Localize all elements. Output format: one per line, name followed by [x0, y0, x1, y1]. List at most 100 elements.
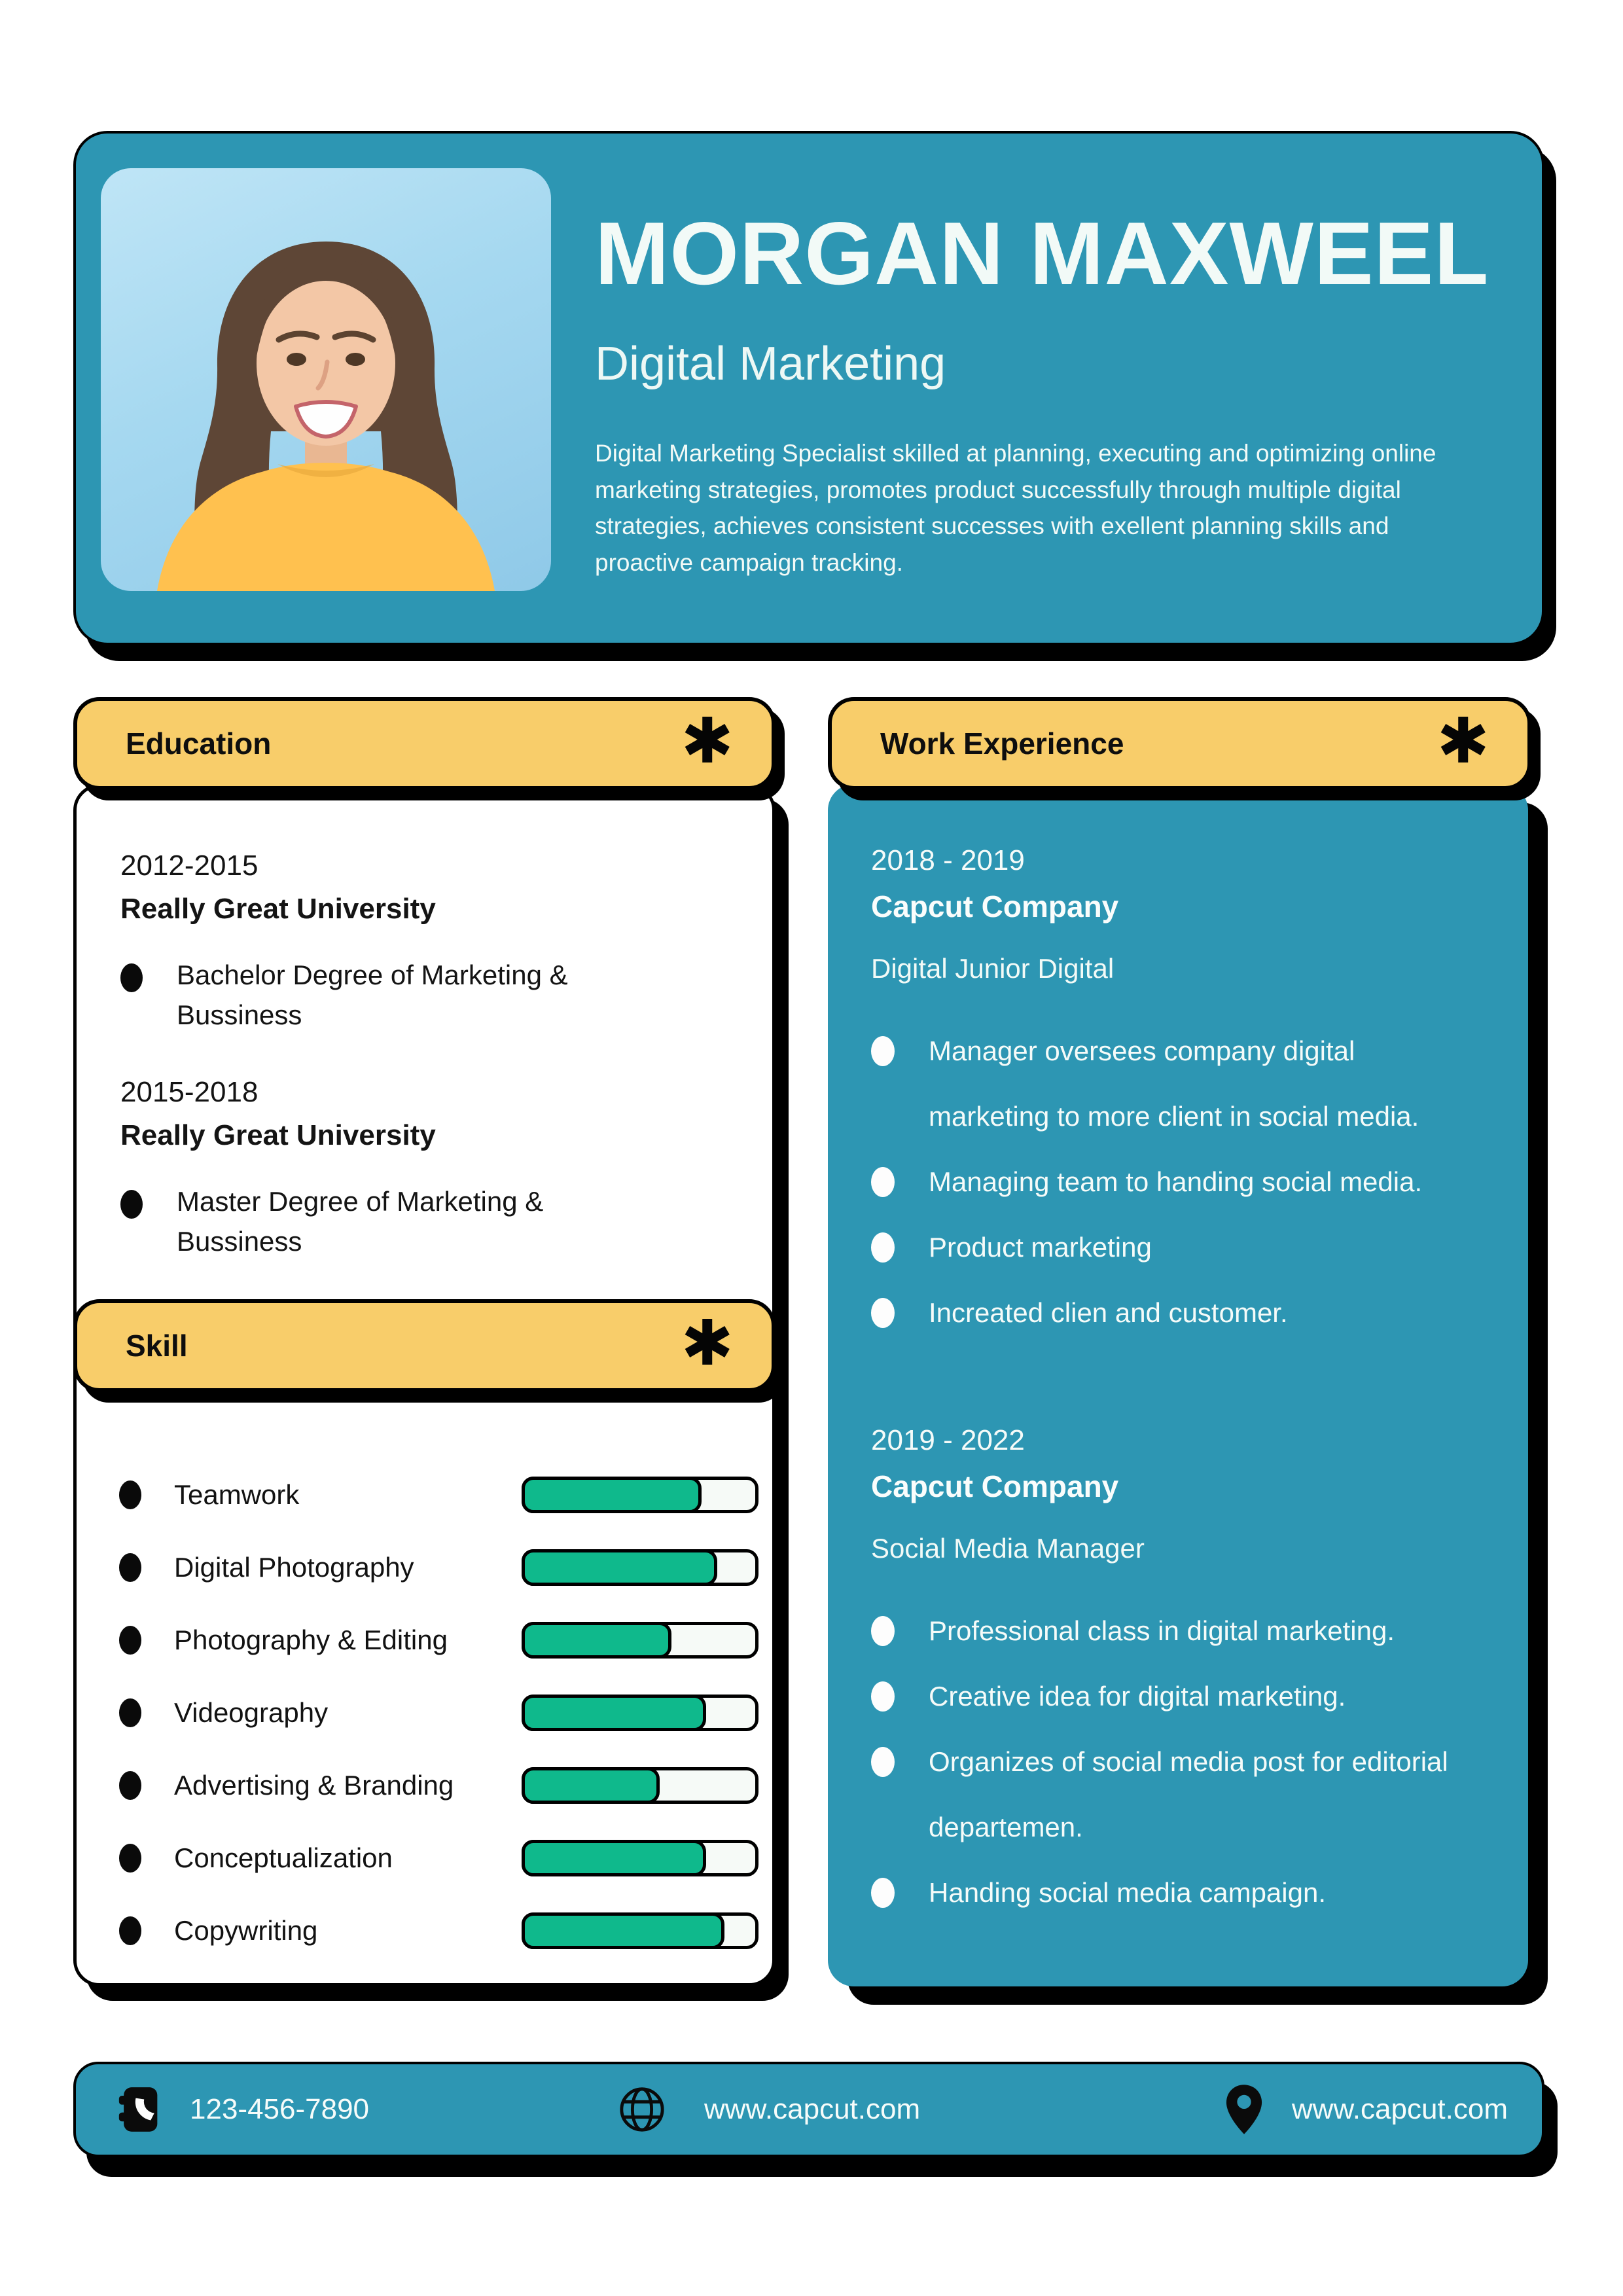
job-role: Social Media Manager	[871, 1533, 1145, 1564]
job-role: Digital Junior Digital	[871, 953, 1115, 984]
job-years: 2018 - 2019	[871, 844, 1025, 876]
website-url: www.capcut.com	[704, 2093, 921, 2125]
job-bullet-row: Manager oversees company digital marketi…	[871, 1018, 1492, 1149]
education-degree-row: Master Degree of Marketing & Bussiness	[120, 1182, 740, 1262]
bullet-dot-icon	[871, 1681, 895, 1712]
education-item: 2015-2018 Really Great University Master…	[120, 1076, 740, 1262]
bullet-dot-icon	[120, 1189, 143, 1219]
skill-row: Teamwork	[119, 1458, 758, 1531]
location-pin-icon	[1226, 2085, 1262, 2134]
skill-list: Teamwork Digital Photography Photography…	[73, 1393, 776, 1967]
job-bullet-row: Professional class in digital marketing.	[871, 1598, 1492, 1664]
profile-summary: Digital Marketing Specialist skilled at …	[595, 440, 1436, 576]
website-contact: www.capcut.com	[618, 2085, 920, 2134]
skill-row: Photography & Editing	[119, 1604, 758, 1676]
skill-progress-fill	[522, 1839, 706, 1876]
job-bullet-text: Managing team to handing social media.	[929, 1166, 1423, 1197]
person-role: Digital Marketing	[595, 338, 946, 391]
job-bullet-row: Managing team to handing social media.	[871, 1149, 1492, 1215]
skill-progress-track	[522, 1839, 758, 1876]
skill-row: Digital Photography	[119, 1531, 758, 1604]
location-url: www.capcut.com	[1291, 2093, 1508, 2125]
portrait-illustration	[157, 242, 495, 591]
education-item-years: 2015-2018	[120, 1075, 259, 1108]
bullet-dot-icon	[871, 1747, 895, 1777]
job-bullet-text: Creative idea for digital marketing.	[929, 1681, 1346, 1712]
header-text-block: MORGAN MAXWEEL Digital Marketing Digital…	[595, 200, 1511, 581]
skill-progress-track	[522, 1767, 758, 1804]
job-bullet-row: Creative idea for digital marketing.	[871, 1664, 1492, 1729]
education-item-school: Really Great University	[120, 893, 436, 925]
skill-row: Advertising & Branding	[119, 1749, 758, 1821]
skill-progress-fill	[522, 1694, 706, 1731]
phone-icon	[118, 2087, 158, 2132]
work-experience-section-header: Work Experience ✱	[828, 697, 1531, 790]
contact-footer: 123-456-7890 www.capcut.com www.capcut.c…	[73, 2062, 1544, 2157]
skill-row: Copywriting	[119, 1894, 758, 1967]
person-name: MORGAN MAXWEEL	[595, 204, 1489, 303]
skill-label: Digital Photography	[174, 1551, 414, 1583]
skill-row: Videography	[119, 1676, 758, 1749]
bullet-dot-icon	[119, 1480, 141, 1509]
bullet-dot-icon	[119, 1625, 141, 1655]
skill-progress-track	[522, 1549, 758, 1586]
header-card: MORGAN MAXWEEL Digital Marketing Digital…	[73, 131, 1544, 645]
education-item-years: 2012-2015	[120, 850, 259, 882]
profile-photo	[101, 168, 551, 591]
education-item-degree: Master Degree of Marketing & Bussiness	[177, 1185, 544, 1257]
skill-progress-fill	[522, 1912, 724, 1949]
bullet-dot-icon	[871, 1232, 895, 1263]
education-item-degree: Bachelor Degree of Marketing & Bussiness	[177, 960, 568, 1030]
bullet-dot-icon	[119, 1770, 141, 1800]
job-bullet-row: Increated clien and customer.	[871, 1280, 1492, 1346]
bullet-dot-icon	[871, 1036, 895, 1066]
work-experience-title: Work Experience	[880, 726, 1124, 761]
job-company: Capcut Company	[871, 889, 1119, 924]
bullet-dot-icon	[871, 1298, 895, 1328]
job-bullet-row: Product marketing	[871, 1215, 1492, 1280]
skill-section-header: Skill ✱	[73, 1299, 776, 1392]
education-item: 2012-2015 Really Great University Bachel…	[120, 850, 740, 1035]
skill-progress-track	[522, 1621, 758, 1659]
skill-label: Conceptualization	[174, 1842, 393, 1873]
skill-label: Copywriting	[174, 1914, 318, 1946]
skill-label: Photography & Editing	[174, 1624, 448, 1655]
bullet-dot-icon	[871, 1616, 895, 1646]
phone-number: 123-456-7890	[190, 2093, 370, 2125]
asterisk-icon: ✱	[681, 704, 734, 778]
job-bullet-row: Organizes of social media post for edito…	[871, 1729, 1492, 1860]
skill-progress-fill	[522, 1476, 702, 1513]
education-title: Education	[126, 726, 272, 761]
skill-label: Videography	[174, 1696, 329, 1728]
skill-progress-track	[522, 1694, 758, 1731]
job-bullet-text: Organizes of social media post for edito…	[929, 1746, 1448, 1842]
job-bullet-text: Increated clien and customer.	[929, 1297, 1288, 1328]
job-company: Capcut Company	[871, 1469, 1119, 1503]
bullet-dot-icon	[119, 1843, 141, 1873]
job-entry: 2019 - 2022 Capcut Company Social Media …	[871, 1424, 1492, 1926]
education-item-school: Really Great University	[120, 1119, 436, 1151]
job-bullet-text: Manager oversees company digital marketi…	[929, 1035, 1419, 1132]
phone-contact: 123-456-7890	[118, 2086, 369, 2133]
skill-progress-track	[522, 1912, 758, 1949]
skill-label: Advertising & Branding	[174, 1769, 454, 1801]
job-bullet-text: Professional class in digital marketing.	[929, 1615, 1395, 1646]
location-contact: www.capcut.com	[1225, 2083, 1508, 2136]
job-years: 2019 - 2022	[871, 1424, 1025, 1456]
bullet-dot-icon	[119, 1916, 141, 1945]
skill-progress-fill	[522, 1767, 660, 1804]
education-list: 2012-2015 Really Great University Bachel…	[73, 784, 776, 1302]
skill-label: Teamwork	[174, 1479, 300, 1510]
skill-progress-track	[522, 1476, 758, 1513]
job-bullet-list: Professional class in digital marketing.…	[871, 1598, 1492, 1926]
skill-progress-fill	[522, 1621, 671, 1659]
skill-progress-fill	[522, 1549, 718, 1586]
bullet-dot-icon	[120, 963, 143, 992]
education-degree-row: Bachelor Degree of Marketing & Bussiness	[120, 956, 740, 1035]
bullet-dot-icon	[871, 1167, 895, 1197]
bullet-dot-icon	[119, 1698, 141, 1727]
asterisk-icon: ✱	[681, 1306, 734, 1380]
skill-title: Skill	[126, 1329, 188, 1363]
job-bullet-text: Handing social media campaign.	[929, 1877, 1327, 1908]
